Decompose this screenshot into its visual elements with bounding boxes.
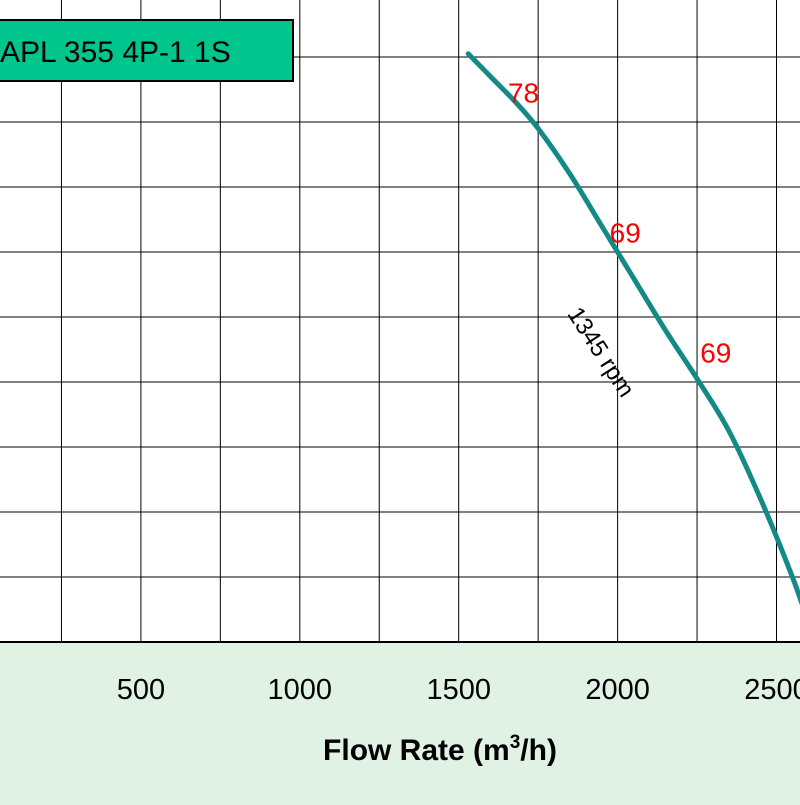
x-axis-title: Flow Rate (m3/h) xyxy=(323,732,557,767)
x-axis-title-superscript: 3 xyxy=(510,732,521,753)
series-line-1345-rpm xyxy=(465,51,800,606)
efficiency-label: 69 xyxy=(700,338,731,369)
x-tick-labels: 500 1000 1500 2000 2500 xyxy=(117,674,800,706)
x-tick-label: 2000 xyxy=(585,674,650,706)
efficiency-label: 69 xyxy=(610,217,641,248)
plot-area xyxy=(0,0,800,642)
x-tick-label: 1500 xyxy=(426,674,491,706)
x-tick-label: 1000 xyxy=(268,674,333,706)
x-axis-title-tail: /h) xyxy=(520,734,557,767)
title-box: APL 355 4P-1 1S xyxy=(0,19,294,82)
efficiency-annotations: 78 69 69 xyxy=(508,78,731,369)
x-axis-title-main: Flow Rate (m xyxy=(323,734,510,767)
x-tick-label: 2500 xyxy=(744,674,800,706)
title-box-background xyxy=(0,19,294,82)
chart-title: APL 355 4P-1 1S xyxy=(0,36,231,69)
x-tick-label: 500 xyxy=(117,674,165,706)
efficiency-label: 78 xyxy=(508,78,539,109)
